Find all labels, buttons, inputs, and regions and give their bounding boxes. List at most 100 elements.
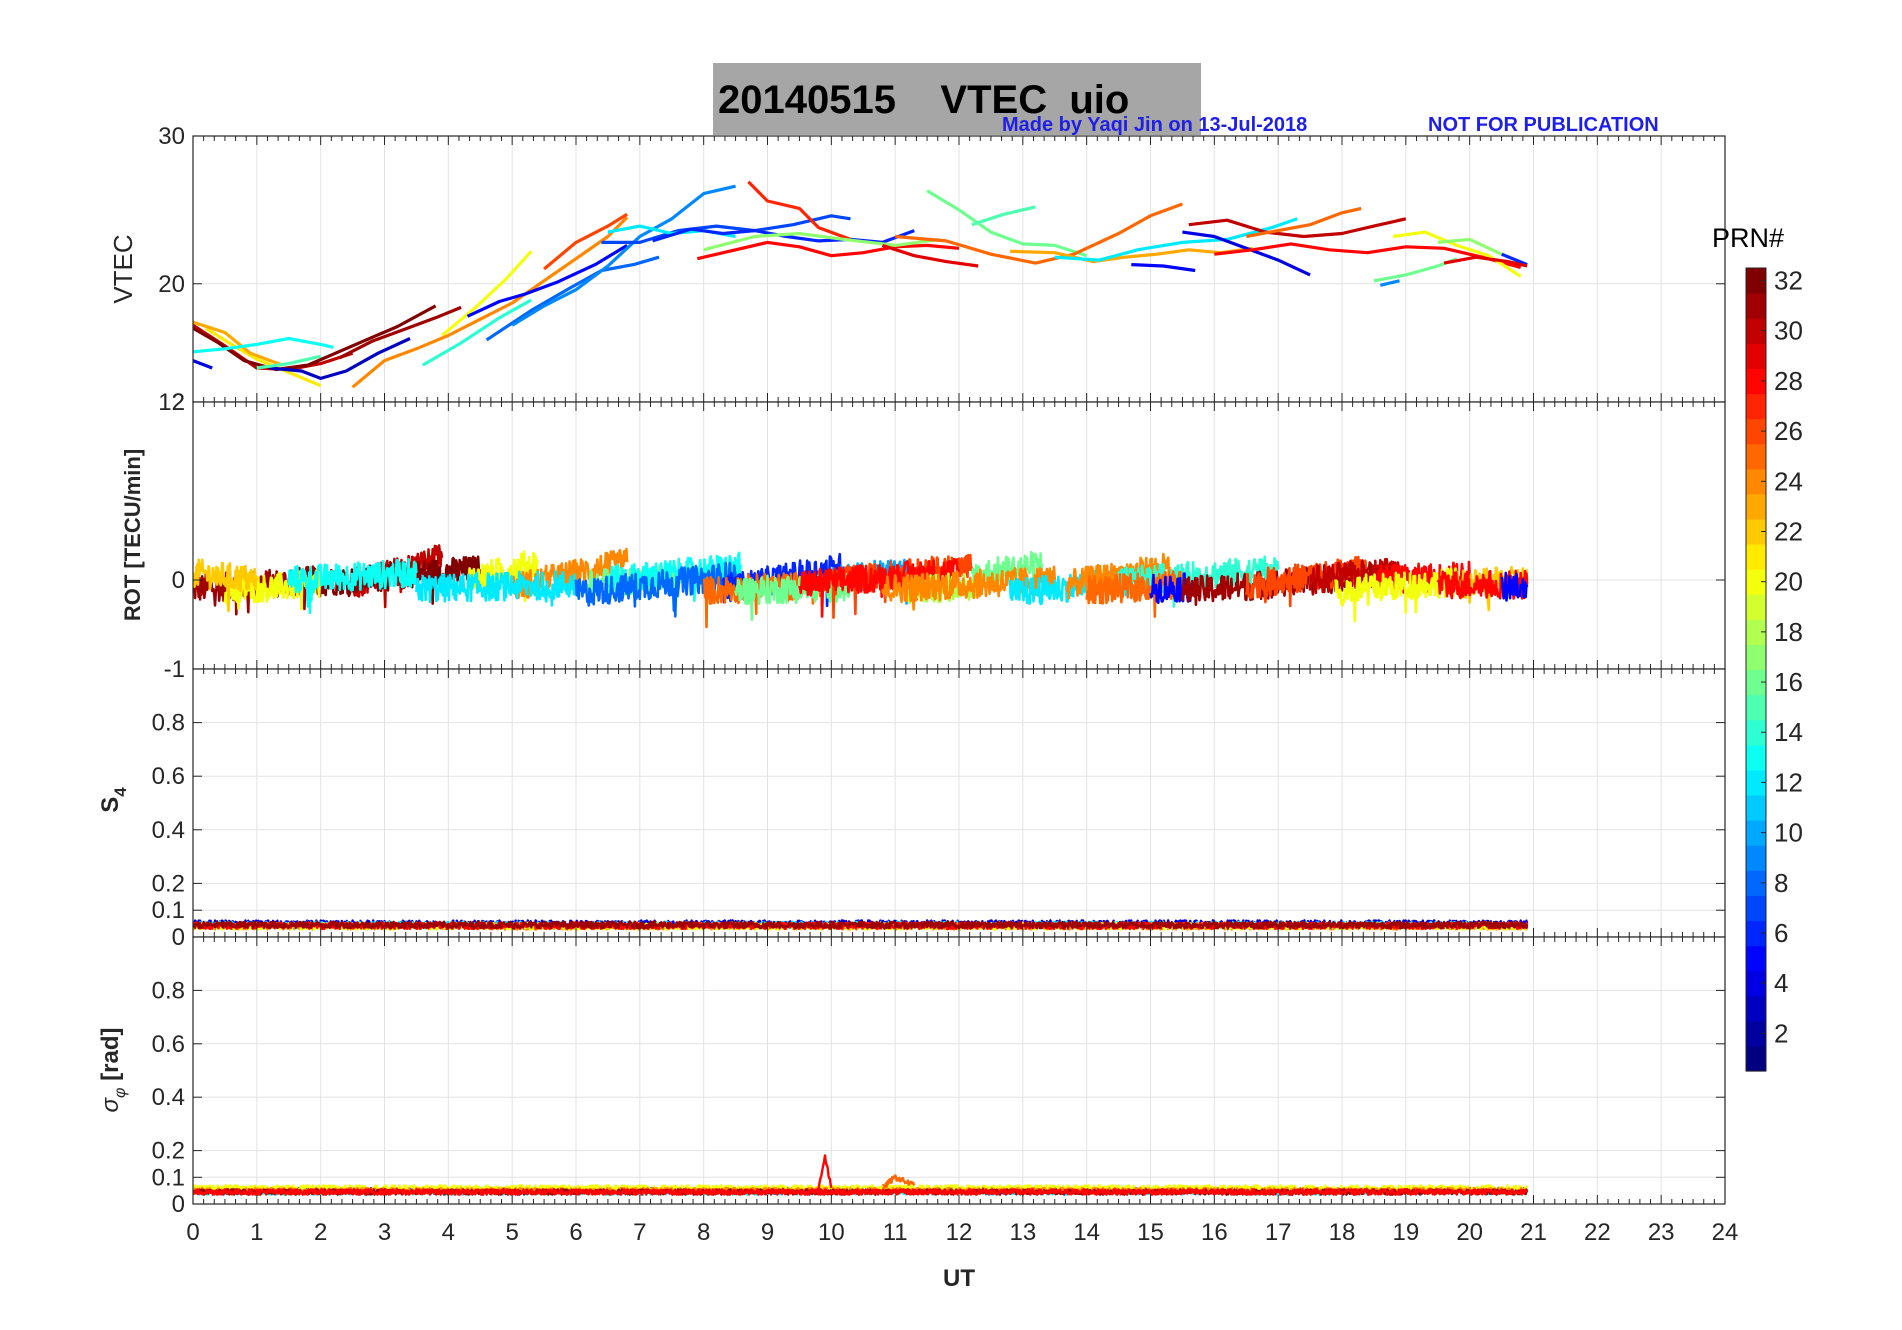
series-line-prn-4 bbox=[1182, 230, 1311, 277]
s4-y-tick-labels: 0.8 0.6 0.4 0.20.10 bbox=[152, 710, 185, 951]
x-tick-label: 3 bbox=[378, 1219, 391, 1246]
series-line-prn-8 bbox=[485, 255, 660, 342]
colorbar-cell bbox=[1746, 493, 1766, 520]
colorbar-cell bbox=[1746, 569, 1766, 595]
colorbar-tick-label: 18 bbox=[1774, 617, 1803, 647]
series-line-prn-30 bbox=[351, 544, 444, 609]
vtec-grid bbox=[193, 136, 1725, 402]
y-tick-label: 0.6 bbox=[152, 763, 185, 790]
series-line-prn-5 bbox=[1131, 263, 1196, 273]
series-line-prn-31 bbox=[339, 305, 462, 360]
series-line-prn-28 bbox=[817, 1154, 833, 1190]
series-line-prn-12 bbox=[415, 570, 578, 607]
x-tick-label: 17 bbox=[1265, 1219, 1292, 1246]
s4-y-axis-label: S4 bbox=[97, 787, 130, 813]
x-tick-label: 19 bbox=[1392, 1219, 1419, 1246]
series-line-prn-6 bbox=[1500, 252, 1528, 267]
colorbar-cell bbox=[1746, 970, 1766, 997]
series-line-prn-16 bbox=[926, 189, 1088, 258]
y-tick-label: 0.2 bbox=[152, 870, 185, 897]
x-axis-label: UT bbox=[943, 1265, 975, 1292]
x-tick-label: 18 bbox=[1329, 1219, 1356, 1246]
x-tick-label: 5 bbox=[505, 1219, 518, 1246]
sigma-phi-y-axis-label: σφ [rad] bbox=[97, 1028, 129, 1113]
sigma-phi-grid bbox=[193, 937, 1725, 1204]
colorbar-tick-label: 16 bbox=[1774, 667, 1803, 697]
vtec-panel: 30 20 12 VTEC bbox=[108, 123, 1726, 416]
series-line-prn-17 bbox=[703, 231, 941, 252]
x-tick-label: 8 bbox=[697, 1219, 710, 1246]
colorbar-cell bbox=[1746, 995, 1766, 1022]
rot-y-axis-label: ROT [TECU/min] bbox=[120, 449, 145, 621]
colorbar-tick-label: 20 bbox=[1774, 567, 1803, 597]
vtec-y-tick-labels: 30 20 12 bbox=[158, 123, 185, 416]
series-line-prn-32 bbox=[193, 304, 437, 372]
y-tick-label: -1 bbox=[164, 656, 185, 683]
series-line-prn-21 bbox=[204, 326, 322, 388]
series-line-prn-29 bbox=[881, 243, 979, 268]
sigma-phi-ticks bbox=[192, 937, 1726, 1205]
series-line-prn-5 bbox=[466, 244, 628, 318]
rot-ticks bbox=[192, 401, 1726, 670]
colorbar-tick-label: 14 bbox=[1774, 717, 1803, 747]
y-tick-label: 0.1 bbox=[152, 897, 185, 924]
series-line-prn-26 bbox=[543, 212, 628, 271]
series-line-prn-17 bbox=[1437, 237, 1503, 256]
colorbar-cell bbox=[1746, 845, 1766, 871]
series-line-prn-12 bbox=[1054, 217, 1298, 262]
colorbar-cell bbox=[1746, 518, 1766, 545]
colorbar-cell bbox=[1746, 694, 1766, 721]
series-line-prn-25 bbox=[1246, 206, 1362, 239]
colorbar-cell bbox=[1746, 393, 1766, 420]
series-line-prn-25 bbox=[881, 1174, 916, 1190]
y-tick-label: 0.6 bbox=[152, 1031, 185, 1058]
series-line-prn-23 bbox=[193, 320, 283, 367]
x-tick-labels: 0 1 2 3 4 5 6 7 8 9 10 11 12 13 14 15 16 17 18 19 20 21 22 23 24 bbox=[186, 1219, 1738, 1246]
series-line-prn-31 bbox=[193, 920, 1529, 930]
sigma-phi-panel: 0.8 0.6 0.4 0.20.10 σφ [rad] bbox=[97, 936, 1726, 1218]
series-line-prn-20 bbox=[1334, 567, 1459, 623]
series-line-prn-23 bbox=[1010, 246, 1253, 264]
colorbar-cell bbox=[1746, 368, 1766, 395]
series-line-prn-3 bbox=[269, 337, 411, 380]
colorbar-tick-label: 4 bbox=[1774, 968, 1788, 998]
colorbar-cell bbox=[1746, 769, 1766, 796]
y-tick-label: 0 bbox=[172, 1191, 185, 1218]
colorbar-tick-label: 10 bbox=[1774, 818, 1803, 848]
colorbar-cell bbox=[1746, 1045, 1766, 1072]
colorbar-tick-label: 2 bbox=[1774, 1018, 1788, 1048]
colorbar-tick-label: 6 bbox=[1774, 918, 1788, 948]
x-tick-label: 1 bbox=[250, 1219, 263, 1246]
x-tick-label: 9 bbox=[761, 1219, 774, 1246]
colorbar-cell bbox=[1746, 268, 1766, 294]
colorbar-cell bbox=[1746, 945, 1766, 972]
sigma-phi-series bbox=[193, 1154, 1529, 1196]
x-tick-label: 22 bbox=[1584, 1219, 1611, 1246]
y-tick-label: 2 bbox=[172, 389, 185, 416]
y-tick-label: 20 bbox=[158, 271, 185, 298]
rot-y-tick-labels: 2 0 -1 bbox=[164, 389, 185, 683]
rot-series bbox=[193, 544, 1529, 629]
series-line-prn-26 bbox=[1245, 555, 1369, 608]
y-tick-label: 0.2 bbox=[152, 1138, 185, 1165]
y-tick-label: 0.1 bbox=[152, 1164, 185, 1191]
y-tick-label: 0 bbox=[172, 567, 185, 594]
colorbar-tick-label: 22 bbox=[1774, 516, 1803, 546]
colorbar bbox=[1746, 268, 1766, 1072]
series-line-prn-9 bbox=[1379, 279, 1400, 287]
series-line-prn-28 bbox=[1214, 242, 1522, 270]
colorbar-tick-label: 24 bbox=[1774, 466, 1803, 496]
series-line-prn-4 bbox=[193, 359, 213, 370]
y-tick-label: 0.4 bbox=[152, 1084, 185, 1111]
series-line-prn-28 bbox=[696, 240, 960, 261]
x-tick-label: 6 bbox=[569, 1219, 582, 1246]
colorbar-cell bbox=[1746, 920, 1766, 947]
s4-ticks bbox=[192, 669, 1726, 938]
x-tick-label: 20 bbox=[1456, 1219, 1483, 1246]
vtec-series bbox=[193, 180, 1528, 389]
colorbar-cell bbox=[1746, 895, 1766, 922]
x-tick-label: 10 bbox=[818, 1219, 845, 1246]
series-line-prn-31 bbox=[1181, 561, 1376, 607]
series-line-prn-15 bbox=[971, 205, 1036, 227]
